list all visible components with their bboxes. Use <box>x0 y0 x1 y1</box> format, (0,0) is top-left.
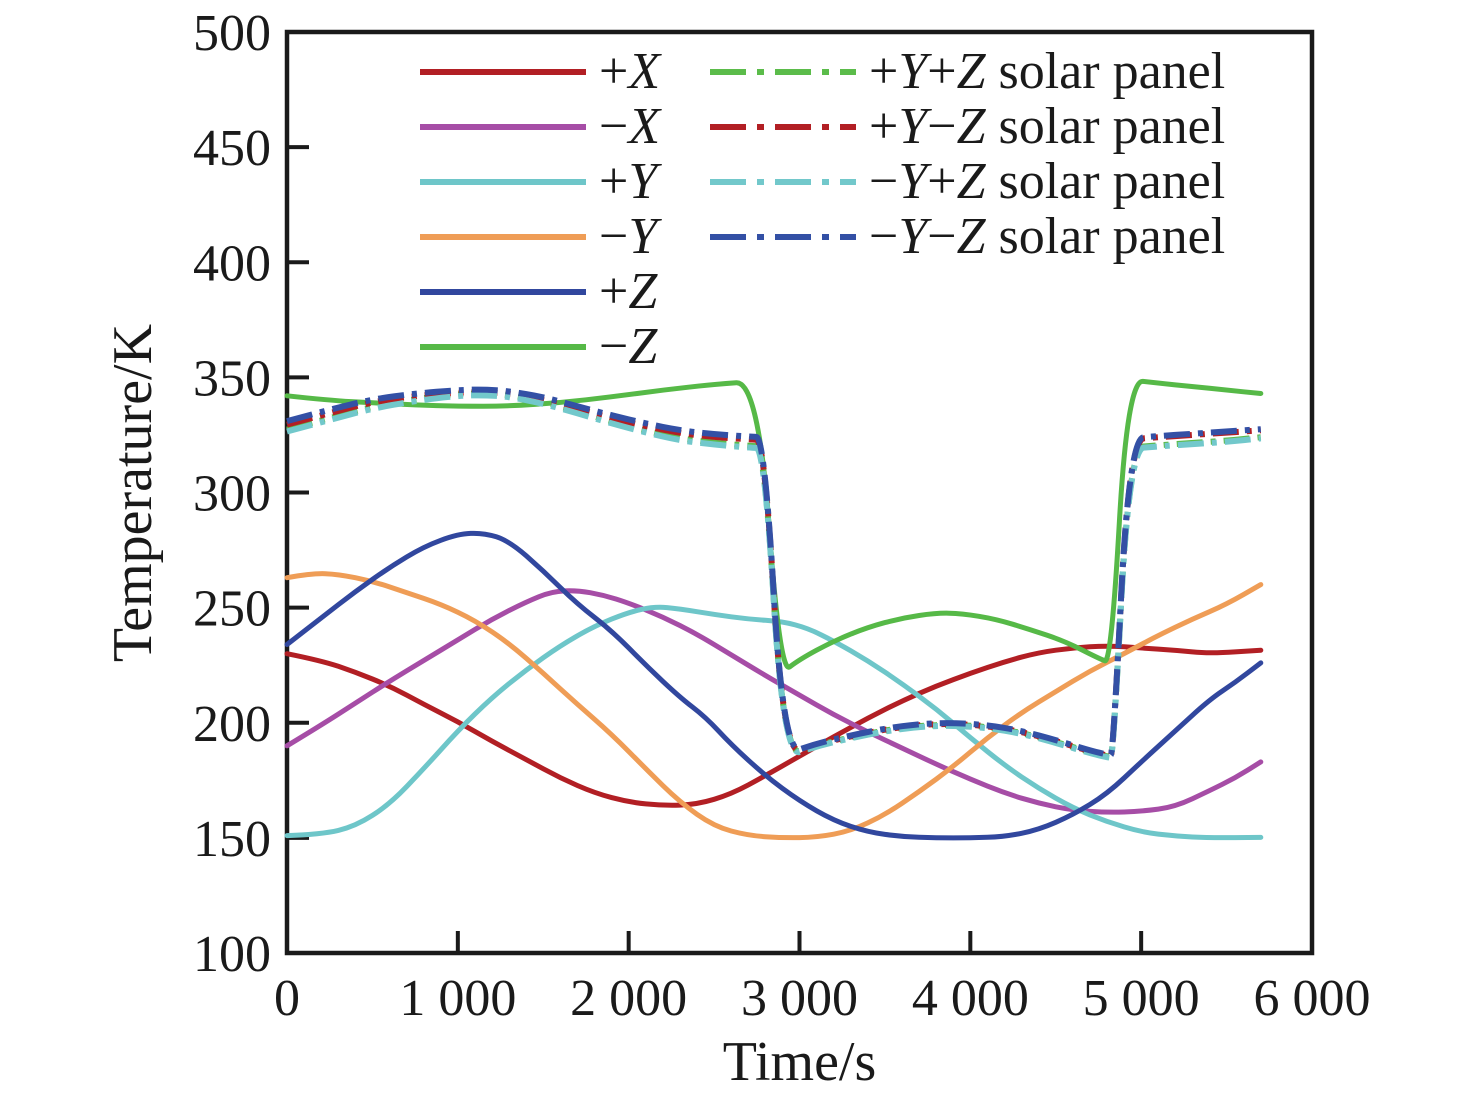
y-tick-label: 350 <box>193 350 271 407</box>
x-tick-label: 2 000 <box>570 970 687 1027</box>
y-axis-title: Temperature/K <box>102 323 164 663</box>
legend-item: −Y <box>420 209 660 264</box>
legend-item: +Y <box>420 154 660 209</box>
legend-label: −Y+Z solar panel <box>869 152 1226 210</box>
y-tick-label: 100 <box>193 926 271 983</box>
legend-swatch-line <box>710 68 856 75</box>
legend-swatch-line <box>710 123 856 130</box>
series-line-−Z <box>284 378 1264 670</box>
legend-item: −Y+Z solar panel <box>710 154 1225 209</box>
legend-swatch-line <box>420 68 586 75</box>
legend-swatch-line <box>420 288 586 295</box>
y-tick-label: 500 <box>193 5 271 62</box>
legend-column-solid: +X −X +Y −Y +Z −Z <box>420 44 660 374</box>
series-line-+Z <box>284 530 1264 841</box>
y-tick-label: 200 <box>193 696 271 753</box>
legend-item: −X <box>420 99 660 154</box>
series-line-+Y <box>284 604 1264 841</box>
legend-label: +Y <box>599 152 658 210</box>
legend-label: −Y−Z solar panel <box>869 207 1226 265</box>
x-axis-title: Time/s <box>722 1031 877 1093</box>
legend-item: −Z <box>420 319 660 374</box>
x-tick-label: 1 000 <box>399 970 516 1027</box>
legend-swatch-line <box>420 343 586 350</box>
legend-label: +Y+Z solar panel <box>869 42 1226 100</box>
x-tick-label: 0 <box>274 970 300 1027</box>
legend-label: +Z <box>599 262 658 320</box>
legend-item: −Y−Z solar panel <box>710 209 1225 264</box>
x-tick-label: 3 000 <box>741 970 858 1027</box>
legend-swatch-line <box>420 233 586 240</box>
legend-item: +X <box>420 44 660 99</box>
y-tick-label: 150 <box>193 811 271 868</box>
legend-label: +Y−Z solar panel <box>869 97 1226 155</box>
legend-swatch-line <box>420 178 586 185</box>
legend-label: −Z <box>599 317 658 375</box>
y-tick-label: 450 <box>193 120 271 177</box>
y-tick-label: 400 <box>193 235 271 292</box>
legend-item: +Z <box>420 264 660 319</box>
plot-frame <box>284 29 1315 956</box>
legend-item: +Y−Z solar panel <box>710 99 1225 154</box>
legend-label: +X <box>599 42 661 100</box>
series-line-−Y <box>284 571 1264 841</box>
legend-label: −X <box>599 97 661 155</box>
x-tick-label: 4 000 <box>912 970 1029 1027</box>
y-tick-label: 250 <box>193 581 271 638</box>
y-tick-label: 300 <box>193 466 271 523</box>
series-line-−X <box>284 588 1264 815</box>
legend-swatch-line <box>710 178 856 185</box>
legend-swatch-line <box>420 123 586 130</box>
legend-label: −Y <box>599 207 658 265</box>
legend-swatch-line <box>710 233 856 240</box>
x-tick-label: 6 000 <box>1254 970 1371 1027</box>
x-tick-label: 5 000 <box>1083 970 1200 1027</box>
legend-column-panels: +Y+Z solar panel +Y−Z solar panel −Y+Z sol… <box>710 44 1225 264</box>
legend-item: +Y+Z solar panel <box>710 44 1225 99</box>
